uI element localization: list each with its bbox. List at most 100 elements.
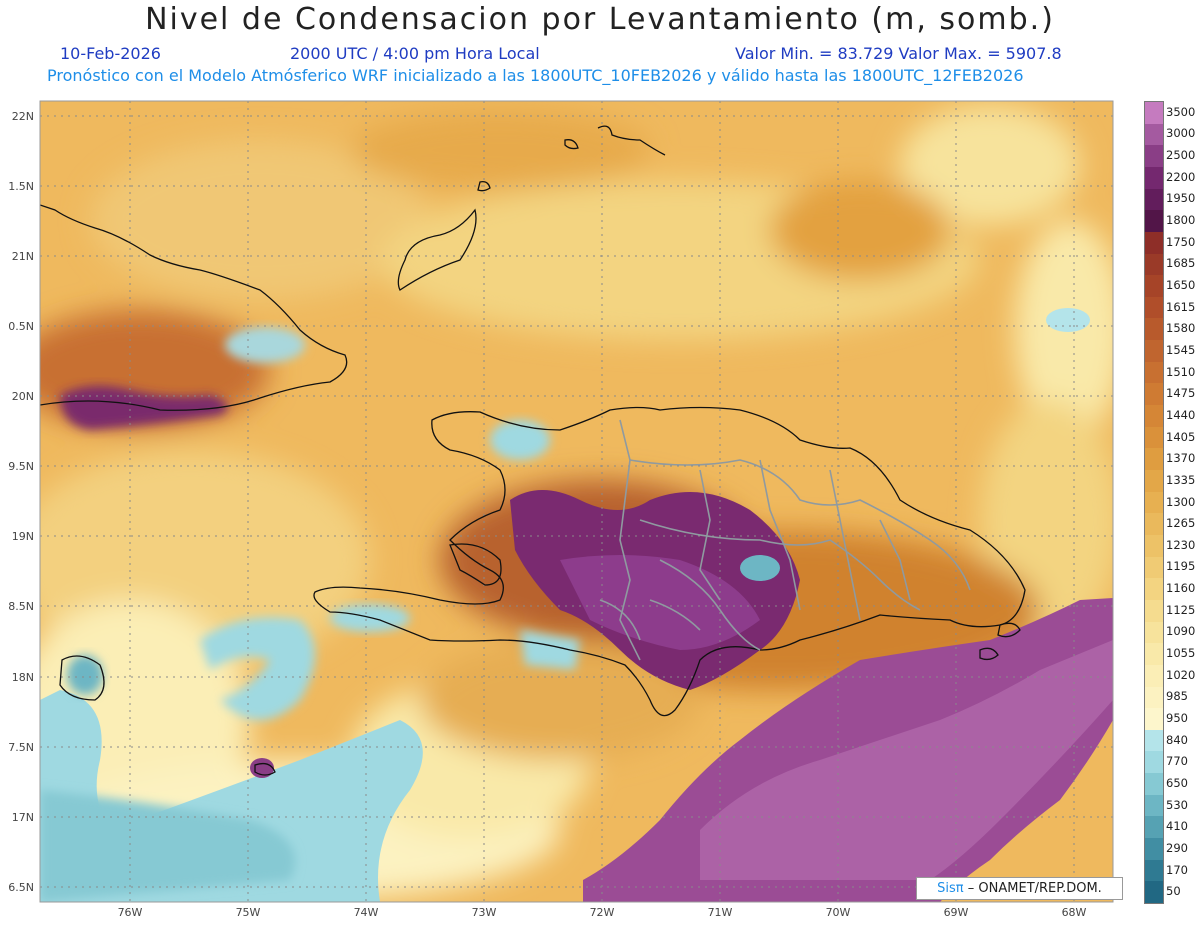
colorbar-label: 985 xyxy=(1166,689,1188,704)
colorbar-label: 1650 xyxy=(1166,278,1196,292)
colorbar-label: 1475 xyxy=(1166,386,1196,401)
colorbar-swatch xyxy=(1145,534,1163,558)
lat-label: 17N xyxy=(12,811,34,824)
colorbar-swatch xyxy=(1145,816,1163,839)
colorbar-label: 1020 xyxy=(1166,667,1196,682)
colorbar-swatch xyxy=(1145,513,1163,536)
colorbar-swatch xyxy=(1145,275,1163,298)
colorbar-label: 1750 xyxy=(1166,234,1196,249)
colorbar-label: 1440 xyxy=(1166,407,1196,422)
lat-label: 7.5N xyxy=(8,741,34,754)
colorbar-swatch xyxy=(1145,491,1163,514)
colorbar-swatch xyxy=(1145,470,1163,493)
colorbar-label: 3500 xyxy=(1166,104,1196,119)
bahamas-islands xyxy=(597,125,666,156)
colorbar-swatch xyxy=(1145,210,1163,233)
province-boundaries xyxy=(599,419,971,661)
colorbar-label: 1545 xyxy=(1166,342,1196,357)
lon-label: 75W xyxy=(236,906,261,919)
colorbar-swatch xyxy=(1145,686,1163,709)
colorbar-swatch xyxy=(1145,729,1163,752)
lat-axis: 22N 1.5N 21N 0.5N 20N 9.5N 19N 8.5N 18N … xyxy=(8,110,34,894)
colorbar-label: 1160 xyxy=(1166,581,1196,596)
forecast-date: 10-Feb-2026 xyxy=(60,44,161,63)
lon-label: 72W xyxy=(590,906,615,919)
model-description: Pronóstico con el Modelo Atmósferico WRF… xyxy=(47,66,1024,85)
colorbar-label: 290 xyxy=(1166,840,1188,855)
colorbar-swatch xyxy=(1145,448,1163,471)
colorbar-swatch xyxy=(1145,296,1163,319)
lon-label: 71W xyxy=(708,906,733,919)
colorbar-swatch xyxy=(1145,859,1163,882)
map-frame xyxy=(39,100,1114,903)
lon-label: 74W xyxy=(354,906,379,919)
graticule xyxy=(40,101,1113,902)
lat-label: 18N xyxy=(12,671,34,684)
colorbar-swatch xyxy=(1145,340,1163,363)
colorbar-swatch xyxy=(1145,838,1163,861)
colorbar-label: 1685 xyxy=(1166,256,1196,271)
colorbar xyxy=(1144,101,1164,904)
forecast-time: 2000 UTC / 4:00 pm Hora Local xyxy=(290,44,540,63)
lat-label: 21N xyxy=(12,250,34,263)
turks-caicos xyxy=(397,208,477,291)
coastlines xyxy=(40,125,1026,776)
map-title: Nivel de Condensacion por Levantamiento … xyxy=(145,2,1055,37)
lon-label: 70W xyxy=(826,906,851,919)
colorbar-swatch xyxy=(1145,556,1163,579)
colorbar-label: 410 xyxy=(1166,819,1188,834)
colorbar-label: 530 xyxy=(1166,797,1188,812)
lat-label: 22N xyxy=(12,110,34,123)
colorbar-label: 1335 xyxy=(1166,472,1196,487)
colorbar-label: 1405 xyxy=(1166,429,1196,444)
colorbar-label: 840 xyxy=(1166,732,1188,747)
colorbar-swatch xyxy=(1145,231,1163,255)
colorbar-label: 1090 xyxy=(1166,624,1196,639)
colorbar-label: 1615 xyxy=(1166,299,1196,314)
credit-org: – ONAMET/REP.DOM. xyxy=(967,881,1102,896)
colorbar-label: 1510 xyxy=(1166,364,1196,379)
colorbar-label: 1265 xyxy=(1166,516,1196,531)
colorbar-label: 3000 xyxy=(1166,126,1196,141)
colorbar-swatch xyxy=(1145,599,1163,623)
colorbar-label: 770 xyxy=(1166,754,1188,769)
colorbar-label: 1800 xyxy=(1166,213,1196,228)
colorbar-label: 1125 xyxy=(1166,602,1196,617)
lat-label: 20N xyxy=(12,390,34,403)
lat-label: 9.5N xyxy=(8,460,34,473)
cuba-coast xyxy=(40,204,348,411)
colorbar-label: 1580 xyxy=(1166,321,1196,336)
colorbar-label: 950 xyxy=(1166,710,1188,725)
lat-label: 1.5N xyxy=(8,180,34,193)
colorbar-swatch xyxy=(1145,794,1163,817)
colorbar-swatch xyxy=(1145,426,1163,449)
lon-label: 73W xyxy=(472,906,497,919)
colorbar-label: 1195 xyxy=(1166,559,1196,574)
credit-brand: Sisπ xyxy=(937,881,964,896)
lat-label: 6.5N xyxy=(8,881,34,894)
colorbar-label: 50 xyxy=(1166,884,1181,899)
colorbar-swatch xyxy=(1145,123,1163,146)
colorbar-swatch xyxy=(1145,708,1163,731)
colorbar-swatch xyxy=(1145,166,1163,190)
colorbar-swatch xyxy=(1145,643,1163,666)
colorbar-swatch xyxy=(1145,881,1163,904)
lon-axis: 76W 75W 74W 73W 72W 71W 70W 69W 68W xyxy=(118,906,1087,919)
colorbar-label: 2500 xyxy=(1166,148,1196,163)
colorbar-swatch xyxy=(1145,188,1163,211)
colorbar-swatch xyxy=(1145,621,1163,644)
lon-label: 68W xyxy=(1062,906,1087,919)
credit-box: Sisπ – ONAMET/REP.DOM. xyxy=(916,877,1123,900)
colorbar-label: 2200 xyxy=(1166,169,1196,184)
colorbar-swatch xyxy=(1145,318,1163,341)
colorbar-label: 1370 xyxy=(1166,451,1196,466)
jamaica-coast xyxy=(59,655,105,701)
lcl-field xyxy=(40,101,1113,902)
colorbar-label: 1950 xyxy=(1166,191,1196,206)
value-range: Valor Min. = 83.729 Valor Max. = 5907.8 xyxy=(735,44,1062,63)
colorbar-swatch xyxy=(1145,664,1163,687)
colorbar-label: 170 xyxy=(1166,862,1188,877)
colorbar-swatch xyxy=(1145,145,1163,168)
colorbar-label: 650 xyxy=(1166,775,1188,790)
